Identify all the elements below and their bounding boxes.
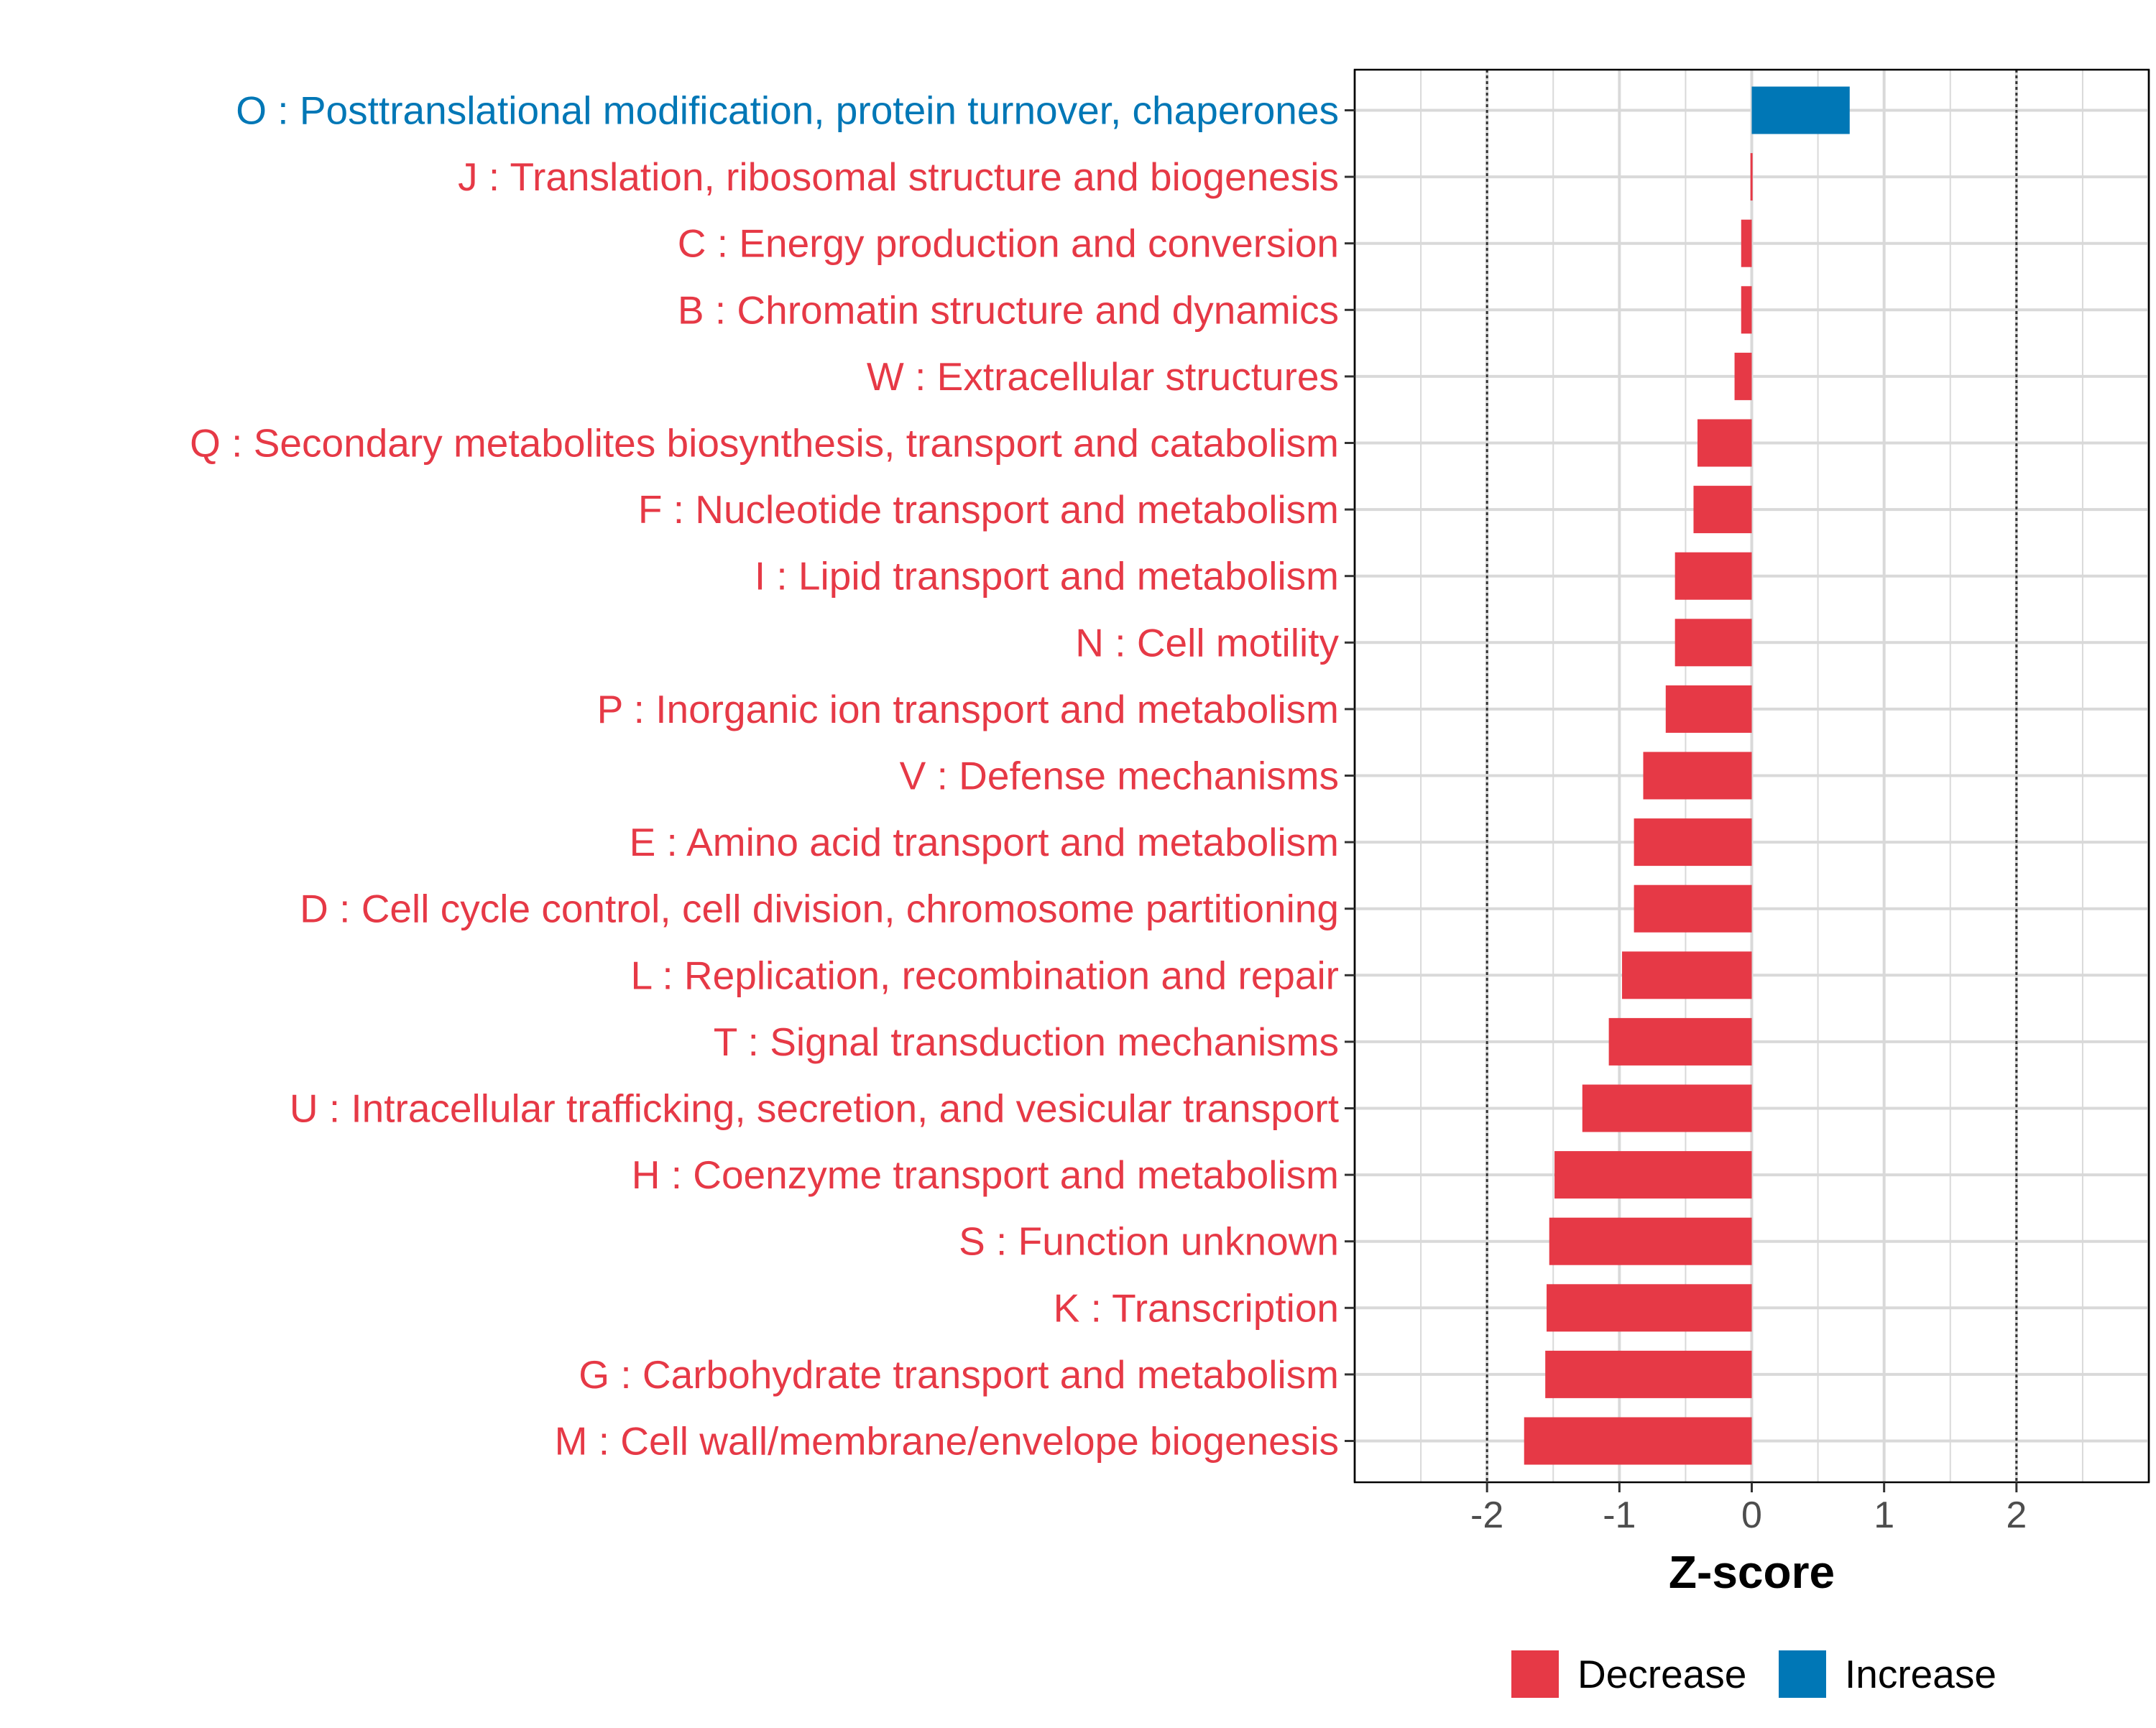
category-label: Q : Secondary metabolites biosynthesis, … — [190, 421, 1339, 466]
legend-label: Decrease — [1577, 1652, 1746, 1696]
bar — [1665, 685, 1752, 733]
category-label: B : Chromatin structure and dynamics — [678, 287, 1339, 332]
legend-swatch — [1511, 1650, 1559, 1698]
bar-layer — [1524, 86, 1850, 1465]
bar — [1554, 1151, 1752, 1199]
bar — [1741, 219, 1752, 267]
bar — [1750, 153, 1753, 201]
category-label: K : Transcription — [1054, 1285, 1339, 1330]
x-tick-label: -1 — [1603, 1494, 1636, 1536]
x-tick-label: 0 — [1741, 1494, 1762, 1536]
x-axis-title: Z-score — [1669, 1546, 1835, 1598]
bar — [1582, 1084, 1752, 1132]
bar — [1643, 752, 1752, 800]
bar — [1547, 1284, 1752, 1332]
bar — [1545, 1350, 1752, 1398]
x-axis: -2 -1 0 1 2 — [1470, 1482, 2027, 1536]
bar — [1751, 86, 1850, 134]
category-label: W : Extracellular structures — [867, 354, 1339, 399]
bar — [1549, 1217, 1752, 1265]
category-label: F : Nucleotide transport and metabolism — [638, 487, 1339, 532]
bar — [1697, 419, 1752, 467]
category-label: P : Inorganic ion transport and metaboli… — [597, 687, 1339, 731]
bar — [1741, 286, 1752, 334]
legend-swatch — [1779, 1650, 1826, 1698]
category-label: V : Defense mechanisms — [900, 754, 1339, 798]
category-label: S : Function unknown — [959, 1219, 1339, 1264]
category-label: J : Translation, ribosomal structure and… — [458, 154, 1339, 199]
category-label: D : Cell cycle control, cell division, c… — [300, 887, 1339, 931]
category-label: N : Cell motility — [1075, 620, 1339, 665]
y-axis: O : Posttranslational modification, prot… — [190, 88, 1355, 1464]
legend-label: Increase — [1845, 1652, 1996, 1696]
bar — [1634, 884, 1752, 933]
bar — [1622, 951, 1752, 999]
bar — [1693, 486, 1752, 534]
category-label: H : Coenzyme transport and metabolism — [632, 1152, 1339, 1197]
legend: Decrease Increase — [1511, 1650, 1996, 1698]
category-label: T : Signal transduction mechanisms — [714, 1020, 1339, 1064]
bar — [1734, 352, 1752, 400]
category-label: I : Lipid transport and metabolism — [755, 554, 1339, 599]
x-tick-label: 1 — [1874, 1494, 1894, 1536]
category-label: G : Carbohydrate transport and metabolis… — [579, 1352, 1339, 1397]
x-tick-label: 2 — [2006, 1494, 2027, 1536]
x-tick-label: -2 — [1470, 1494, 1503, 1536]
bar — [1608, 1017, 1752, 1066]
category-label: L : Replication, recombination and repai… — [631, 953, 1339, 997]
category-label: C : Energy production and conversion — [678, 221, 1339, 266]
category-label: U : Intracellular trafficking, secretion… — [290, 1086, 1339, 1131]
category-label: E : Amino acid transport and metabolism — [630, 820, 1339, 864]
category-label: O : Posttranslational modification, prot… — [236, 88, 1339, 133]
bar — [1634, 818, 1752, 867]
bar — [1674, 619, 1752, 667]
bar — [1674, 552, 1752, 600]
bar — [1524, 1417, 1752, 1465]
category-label: M : Cell wall/membrane/envelope biogenes… — [555, 1419, 1339, 1464]
